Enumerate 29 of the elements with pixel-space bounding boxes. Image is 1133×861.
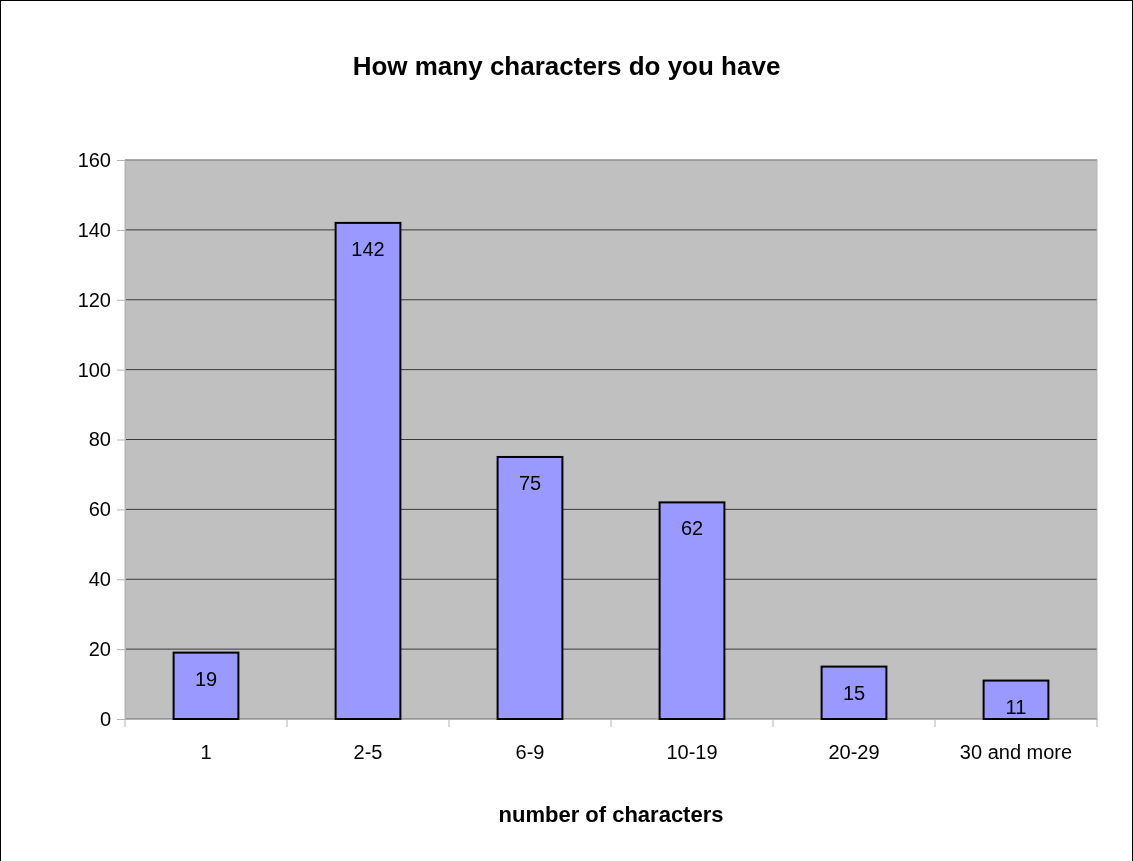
x-tick-label: 20-29 <box>828 741 880 764</box>
bar <box>982 679 1050 720</box>
data-label: 75 <box>518 471 542 494</box>
y-tick-label: 80 <box>88 428 111 451</box>
bar <box>820 665 888 720</box>
x-tick-label: 10-19 <box>666 741 718 764</box>
x-tick-label: 2-5 <box>353 741 383 764</box>
bar <box>334 221 402 720</box>
data-label: 15 <box>842 681 866 704</box>
data-label: 11 <box>1005 695 1027 718</box>
bar <box>658 501 726 720</box>
y-tick-label: 120 <box>77 288 111 311</box>
y-tick-label: 140 <box>77 218 111 241</box>
bar <box>496 455 564 720</box>
x-tick-label: 1 <box>200 741 212 764</box>
y-tick-label: 0 <box>99 707 111 730</box>
x-tick-label: 6-9 <box>515 741 545 764</box>
chart-title: How many characters do you have <box>352 51 781 81</box>
data-label: 62 <box>680 517 704 540</box>
data-label: 19 <box>194 667 218 690</box>
y-tick-label: 160 <box>77 148 111 171</box>
y-tick-label: 60 <box>88 498 111 521</box>
x-axis-title: number of characters <box>498 802 724 827</box>
data-label: 142 <box>351 237 385 260</box>
y-tick-label: 40 <box>88 568 111 591</box>
x-tick-label: 30 and more <box>959 741 1073 764</box>
bar <box>172 651 240 720</box>
y-tick-label: 100 <box>77 358 111 381</box>
y-tick-label: 20 <box>88 638 111 661</box>
